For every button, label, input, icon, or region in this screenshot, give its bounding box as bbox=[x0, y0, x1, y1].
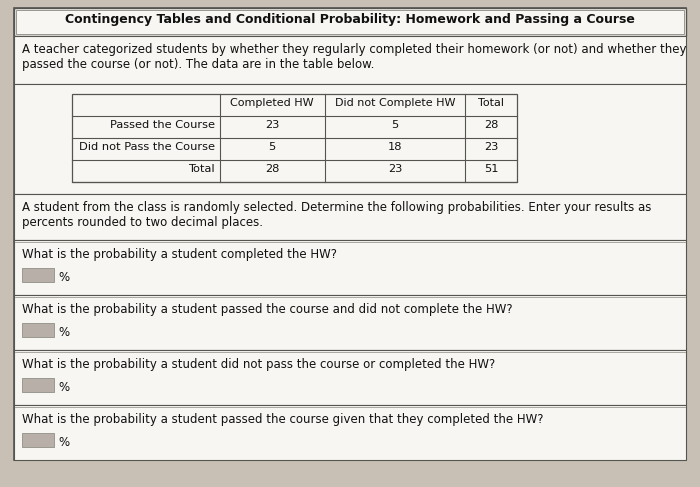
Text: A teacher categorized students by whether they regularly completed their homewor: A teacher categorized students by whethe… bbox=[22, 43, 687, 71]
Bar bbox=[22, 268, 54, 282]
Text: 5: 5 bbox=[268, 142, 276, 152]
Bar bbox=[14, 36, 686, 84]
Text: What is the probability a student passed the course and did not complete the HW?: What is the probability a student passed… bbox=[22, 303, 512, 316]
Bar bbox=[14, 350, 686, 405]
Text: 23: 23 bbox=[265, 120, 279, 130]
Bar bbox=[14, 8, 686, 36]
Bar bbox=[72, 94, 517, 182]
Text: %: % bbox=[58, 381, 69, 394]
Text: 51: 51 bbox=[484, 164, 498, 174]
Text: 18: 18 bbox=[388, 142, 402, 152]
Text: Contingency Tables and Conditional Probability: Homework and Passing a Course: Contingency Tables and Conditional Proba… bbox=[65, 13, 635, 26]
Text: Did not Pass the Course: Did not Pass the Course bbox=[79, 142, 215, 152]
Bar bbox=[22, 323, 54, 337]
Text: %: % bbox=[58, 271, 69, 284]
Text: %: % bbox=[58, 326, 69, 339]
Text: Did not Complete HW: Did not Complete HW bbox=[335, 98, 455, 108]
Text: What is the probability a student completed the HW?: What is the probability a student comple… bbox=[22, 248, 337, 261]
Text: Total: Total bbox=[188, 164, 215, 174]
Text: 5: 5 bbox=[391, 120, 398, 130]
Text: 28: 28 bbox=[484, 120, 498, 130]
Bar bbox=[14, 194, 686, 240]
Bar bbox=[14, 84, 686, 194]
Text: What is the probability a student passed the course given that they completed th: What is the probability a student passed… bbox=[22, 413, 543, 426]
Bar bbox=[14, 240, 686, 295]
Bar bbox=[22, 433, 54, 447]
Text: Total: Total bbox=[478, 98, 504, 108]
Text: Passed the Course: Passed the Course bbox=[110, 120, 215, 130]
Text: 23: 23 bbox=[388, 164, 402, 174]
Text: %: % bbox=[58, 436, 69, 449]
Bar bbox=[14, 295, 686, 350]
Text: Completed HW: Completed HW bbox=[230, 98, 314, 108]
Bar bbox=[22, 378, 54, 392]
Text: What is the probability a student did not pass the course or completed the HW?: What is the probability a student did no… bbox=[22, 358, 496, 371]
Bar bbox=[16, 10, 684, 34]
Text: 23: 23 bbox=[484, 142, 498, 152]
Text: 28: 28 bbox=[265, 164, 279, 174]
Text: A student from the class is randomly selected. Determine the following probabili: A student from the class is randomly sel… bbox=[22, 201, 652, 229]
Bar bbox=[14, 405, 686, 460]
